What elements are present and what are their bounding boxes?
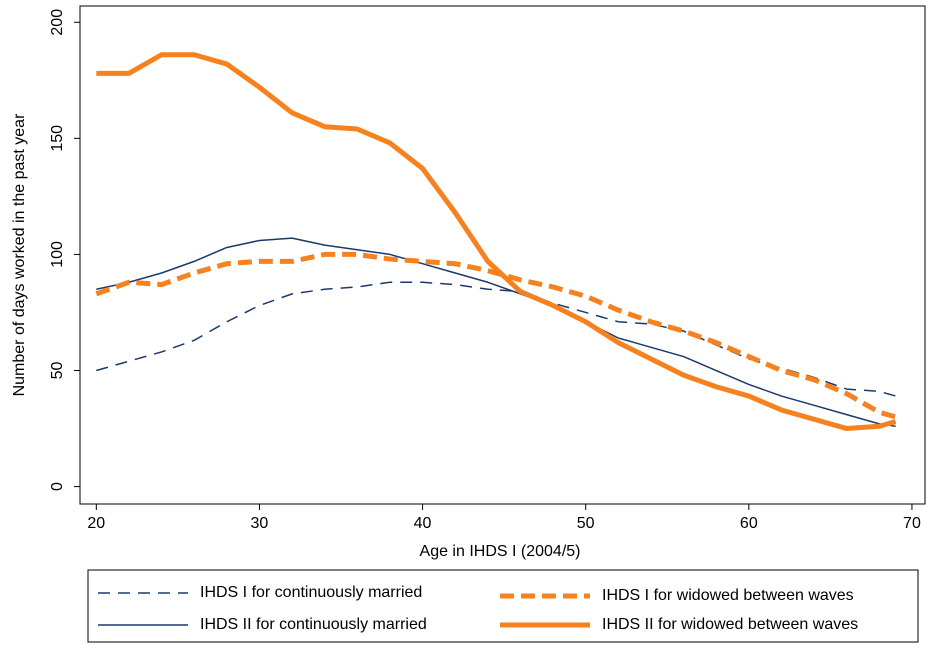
series-line bbox=[96, 52, 897, 432]
x-tick-label: 20 bbox=[87, 515, 105, 532]
y-tick-label: 200 bbox=[49, 9, 66, 36]
y-tick-label: 150 bbox=[49, 125, 66, 152]
x-tick-label: 40 bbox=[414, 515, 432, 532]
series-line bbox=[95, 251, 897, 420]
x-axis-label: Age in IHDS I (2004/5) bbox=[420, 543, 581, 560]
x-tick-label: 30 bbox=[251, 515, 269, 532]
series-line bbox=[96, 281, 896, 397]
y-axis-label: Number of days worked in the past year bbox=[11, 113, 28, 396]
y-tick-label: 100 bbox=[49, 241, 66, 268]
plot-frame bbox=[79, 5, 926, 505]
x-tick-label: 50 bbox=[577, 515, 595, 532]
y-tick-label: 50 bbox=[49, 362, 66, 380]
legend-box bbox=[87, 569, 919, 643]
legend-label: IHDS II for widowed between waves bbox=[602, 616, 858, 633]
legend-label: IHDS II for continuously married bbox=[200, 616, 427, 633]
y-tick-label: 0 bbox=[49, 482, 66, 491]
x-tick-label: 70 bbox=[903, 515, 921, 532]
legend-label: IHDS I for continuously married bbox=[200, 584, 422, 601]
series-line bbox=[96, 237, 896, 427]
legend-label: IHDS I for widowed between waves bbox=[602, 587, 854, 604]
x-tick-label: 60 bbox=[740, 515, 758, 532]
